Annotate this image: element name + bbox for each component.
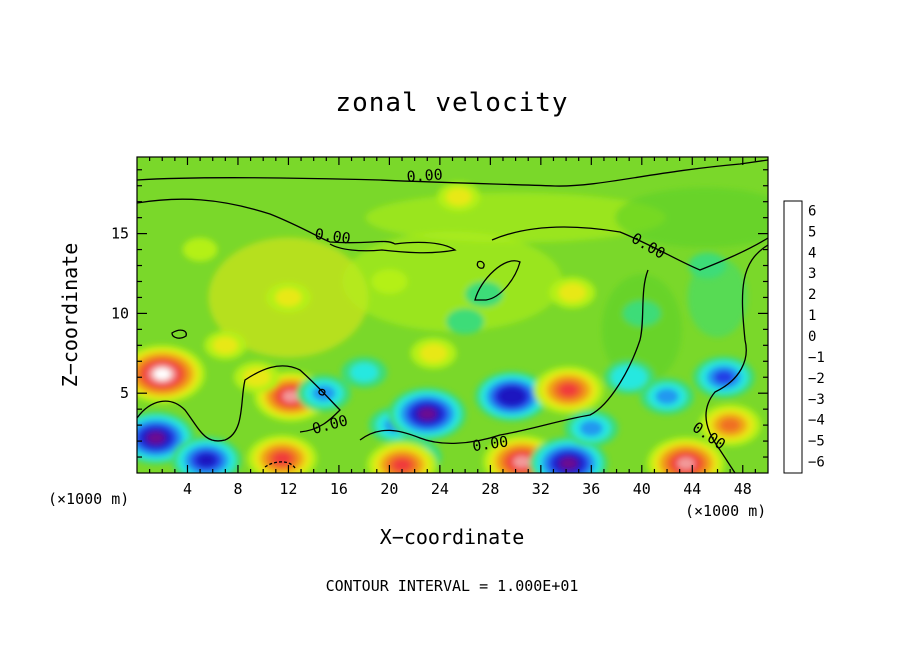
- velocity-feature: [266, 282, 311, 313]
- x-tick-label: 32: [532, 480, 550, 498]
- colorbar-label: 1: [808, 308, 816, 324]
- velocity-feature: [692, 356, 755, 399]
- velocity-feature: [688, 252, 727, 279]
- colorbar-label: −4: [808, 413, 825, 429]
- velocity-feature: [646, 436, 725, 473]
- velocity-feature: [410, 337, 457, 369]
- zero-contour-lines: [137, 159, 768, 473]
- x-axis-label: X−coordinate: [379, 525, 525, 549]
- velocity-feature: [529, 436, 608, 473]
- contour-line-top-band: [137, 159, 768, 187]
- velocity-feature: [622, 300, 661, 327]
- field-region: [365, 192, 666, 243]
- field-region: [614, 187, 768, 248]
- colorbar: 6 5 4 3 2 1 0 −1 −2 −3 −4 −5 −6: [783, 200, 825, 474]
- colorbar-label: −1: [808, 350, 825, 366]
- field-region: [342, 231, 563, 332]
- velocity-feature: [446, 308, 485, 335]
- colorbar-label: 3: [808, 266, 816, 282]
- velocity-feature: [549, 277, 596, 309]
- velocity-feature: [247, 434, 318, 473]
- velocity-feature: [204, 331, 247, 360]
- colorbar-label: 0: [808, 329, 816, 345]
- velocity-feature: [604, 360, 655, 395]
- chart-title: zonal velocity: [335, 88, 569, 118]
- contour-line-low-band: [137, 365, 341, 442]
- velocity-feature: [474, 371, 549, 422]
- contour-line-loop-2: [318, 388, 326, 396]
- x-tick-label: 16: [330, 480, 348, 498]
- contour-line-mid: [474, 260, 521, 301]
- contour-line-upper-right: [491, 226, 768, 271]
- contour-label: 0.00: [314, 225, 352, 248]
- contour-line-mid-right: [705, 244, 768, 473]
- contour-label: 0.00: [471, 432, 509, 455]
- y-tick-label: 5: [120, 384, 129, 402]
- velocity-feature: [137, 344, 206, 404]
- velocity-feature: [371, 269, 408, 294]
- colorbar-label: 4: [808, 245, 816, 261]
- velocity-feature: [367, 441, 438, 473]
- x-tick-label: 44: [683, 480, 701, 498]
- velocity-feature: [171, 436, 242, 473]
- velocity-feature: [564, 409, 619, 447]
- x-tick-label: 20: [380, 480, 398, 498]
- velocity-feature: [465, 281, 504, 308]
- colorbar-label: −2: [808, 371, 825, 387]
- colorbar-label: 6: [808, 204, 816, 220]
- x-unit-note-left: (×1000 m): [48, 490, 130, 508]
- contour-interval-note: CONTOUR INTERVAL = 1.000E+01: [325, 577, 579, 595]
- contour-label: 0.00: [406, 165, 443, 185]
- x-tick-label: 12: [279, 480, 297, 498]
- x-tick-label: 48: [734, 480, 752, 498]
- velocity-field: [137, 157, 768, 473]
- x-tick-label: 36: [582, 480, 600, 498]
- velocity-feature: [699, 404, 762, 447]
- velocity-feature: [182, 237, 218, 262]
- x-unit-note-right: (×1000 m): [685, 502, 767, 520]
- colorbar-label: 5: [808, 224, 816, 240]
- colorbar-label: −3: [808, 392, 825, 408]
- velocity-feature: [437, 182, 481, 212]
- y-tick-label: 15: [111, 225, 129, 243]
- velocity-feature: [388, 387, 467, 441]
- velocity-feature: [533, 366, 604, 414]
- contour-line-loop-3: [264, 461, 296, 469]
- velocity-feature: [233, 361, 280, 393]
- contour-line-left-blob: [171, 329, 187, 339]
- colorbar-label: −5: [808, 434, 825, 450]
- y-tick-label: 10: [111, 304, 129, 322]
- contour-line-low-center: [359, 269, 649, 444]
- contour-line-upper: [137, 198, 457, 254]
- velocity-feature: [341, 356, 388, 389]
- contour-line-loop-1: [476, 260, 485, 269]
- x-tick-label: 8: [233, 480, 242, 498]
- velocity-feature: [640, 377, 695, 415]
- x-tick-label: 40: [633, 480, 651, 498]
- colorbar-frame: [783, 200, 803, 474]
- x-tick-label: 24: [431, 480, 449, 498]
- axis-ticks: [137, 157, 768, 473]
- x-tick-label: 4: [183, 480, 192, 498]
- colorbar-label: 2: [808, 287, 816, 303]
- colorbar-label: −6: [808, 455, 825, 471]
- x-tick-label: 28: [481, 480, 499, 498]
- y-axis-label: Z−coordinate: [58, 242, 82, 388]
